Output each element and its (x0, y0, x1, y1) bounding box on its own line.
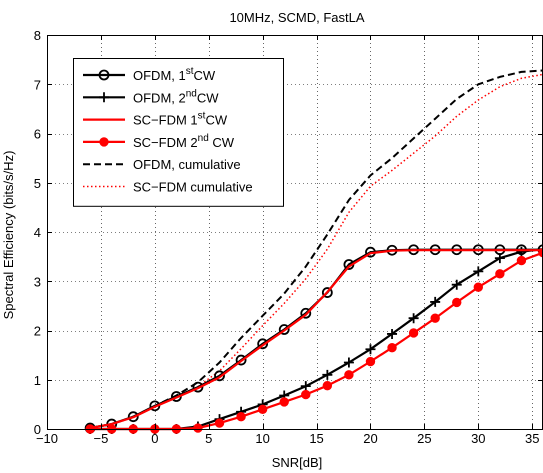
data-point (387, 343, 397, 353)
y-tick-label: 5 (34, 176, 41, 191)
x-tick-label: 30 (471, 431, 485, 446)
legend-marker (99, 137, 109, 147)
data-point (279, 397, 289, 407)
x-tick-label: 0 (151, 431, 158, 446)
series-line (89, 248, 543, 430)
data-point (300, 307, 312, 319)
data-point (495, 269, 505, 279)
data-point (516, 255, 527, 266)
legend-label: OFDM, 2ndCW (133, 88, 219, 105)
data-point (301, 389, 311, 400)
legend-entry: SC−FDM 2nd CW (83, 133, 235, 150)
data-point (365, 344, 376, 355)
legend-label: SC−FDM cumulative (133, 180, 253, 195)
data-point (214, 418, 225, 428)
data-point (516, 246, 527, 257)
data-point (494, 253, 505, 264)
data-point (235, 354, 247, 366)
y-axis-label: Spectral Efficiency (bits/s/Hz) (1, 151, 16, 320)
data-point (278, 324, 290, 335)
data-point (127, 411, 139, 423)
y-tick-label: 3 (34, 274, 41, 289)
data-point (473, 266, 484, 277)
y-tick-label: 8 (34, 28, 41, 43)
data-point (322, 380, 333, 391)
data-point (192, 381, 204, 393)
data-point (214, 370, 225, 382)
data-point (408, 328, 419, 338)
y-tick-label: 0 (34, 422, 41, 437)
y-tick-label: 2 (34, 324, 41, 339)
legend-marker (99, 92, 109, 103)
data-point (300, 381, 311, 392)
data-point (430, 313, 440, 323)
legend-entry: OFDM, 2ndCW (83, 88, 219, 105)
data-point (321, 287, 333, 298)
legend-label: SC−FDM 1stCW (133, 111, 228, 128)
legend: OFDM, 1stCW OFDM, 2ndCW SC−FDM 1stCW SC−FDM… (73, 58, 284, 207)
data-point (343, 357, 354, 368)
axis-ticks: −10 −5 0 5 10 15 20 25 30 35 0 1 2 3 4 5 6 7 8 (34, 28, 543, 446)
data-point (365, 356, 376, 367)
data-point (387, 328, 398, 339)
x-tick-label: 15 (309, 431, 323, 446)
data-point (451, 279, 462, 290)
legend-label: SC−FDM 2nd CW (133, 133, 235, 150)
legend-marker (98, 69, 110, 81)
x-tick-label: 35 (525, 431, 539, 446)
legend-entry: SC−FDM cumulative (83, 180, 253, 195)
x-tick-label: 5 (205, 431, 212, 446)
data-point (408, 313, 419, 324)
x-tick-label: 10 (255, 431, 269, 446)
chart-title: 10MHz, SCMD, FastLA (229, 10, 364, 25)
y-tick-label: 1 (34, 373, 41, 388)
data-point (322, 369, 333, 380)
series-2 (89, 249, 543, 430)
data-point (257, 338, 269, 350)
grid (47, 35, 543, 429)
x-tick-label: −10 (36, 431, 58, 446)
y-tick-label: 4 (34, 225, 41, 240)
legend-label: OFDM, 1stCW (133, 66, 216, 83)
x-tick-label: 25 (417, 431, 431, 446)
y-tick-label: 6 (34, 127, 41, 142)
data-point (473, 282, 484, 292)
data-point (236, 411, 246, 422)
data-point (193, 423, 203, 433)
y-tick-label: 7 (34, 77, 41, 92)
legend-entry: SC−FDM 1stCW (83, 111, 228, 128)
data-point (452, 297, 462, 308)
x-tick-label: −5 (93, 431, 108, 446)
series-line (89, 249, 543, 430)
x-axis-label: SNR[dB] (272, 455, 323, 470)
legend-label: OFDM, cumulative (133, 157, 241, 172)
data-point (344, 370, 354, 380)
data-point (430, 296, 441, 307)
data-point (257, 404, 268, 414)
legend-entry: OFDM, cumulative (83, 157, 241, 172)
legend-entry: OFDM, 1stCW (83, 66, 216, 83)
x-tick-label: 20 (363, 431, 377, 446)
legend-box (73, 58, 284, 207)
